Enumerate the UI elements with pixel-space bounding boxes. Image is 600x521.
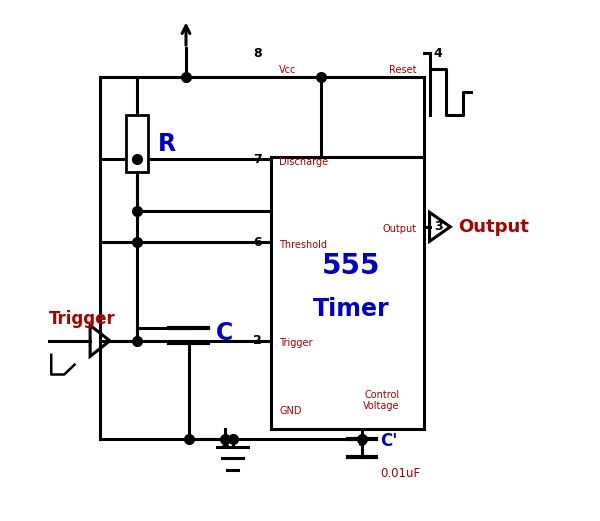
Text: Reset: Reset	[389, 65, 416, 75]
Text: GND: GND	[279, 406, 302, 416]
Text: 3: 3	[434, 220, 442, 233]
Text: Discharge: Discharge	[279, 157, 328, 167]
Text: Control
Voltage: Control Voltage	[364, 390, 400, 411]
Text: Vcc: Vcc	[279, 65, 296, 75]
Text: Timer: Timer	[313, 297, 389, 321]
Text: C': C'	[380, 431, 398, 450]
Bar	[271, 157, 424, 429]
Text: 4: 4	[434, 47, 442, 60]
Text: 6: 6	[254, 236, 262, 249]
Text: 5: 5	[358, 437, 367, 450]
Text: 1: 1	[220, 437, 229, 450]
Text: Output: Output	[382, 225, 416, 234]
Text: R: R	[157, 132, 176, 156]
Text: Threshold: Threshold	[279, 240, 327, 250]
Text: 7: 7	[253, 153, 262, 166]
Text: 0.01uF: 0.01uF	[380, 467, 421, 480]
Text: Trigger: Trigger	[49, 310, 115, 328]
Bar	[126, 115, 148, 172]
Text: 555: 555	[322, 252, 380, 280]
Text: 2: 2	[253, 334, 262, 348]
Text: Trigger: Trigger	[279, 339, 313, 349]
Text: 8: 8	[254, 47, 262, 60]
Text: Output: Output	[458, 218, 529, 236]
Text: C: C	[215, 321, 233, 345]
